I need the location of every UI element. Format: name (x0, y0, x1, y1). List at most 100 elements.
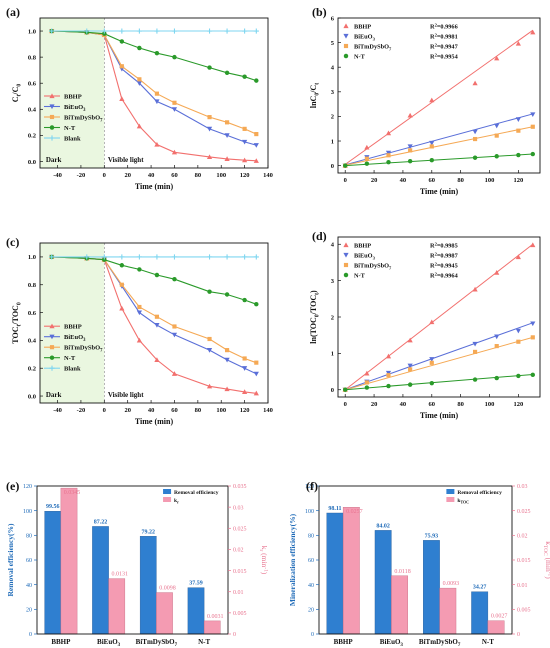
data-point (207, 65, 212, 70)
x-tick-label: 80 (195, 407, 202, 414)
y2-axis-label: kTOC (min-1) (542, 541, 550, 579)
legend-label: Removal efficiency (457, 490, 502, 496)
legend-label: N-T (64, 355, 76, 362)
y-tick-label: 0.0 (28, 159, 36, 166)
text-run: 7 (389, 46, 392, 51)
data-point (408, 148, 413, 153)
data-point (119, 254, 125, 260)
legend-marker (49, 93, 55, 99)
text-run: TOC (542, 545, 548, 556)
x-tick-label: 40 (148, 407, 155, 414)
data-point (242, 139, 248, 145)
legend-label: BiTmDySbO7 (354, 44, 392, 52)
data-point (253, 143, 259, 148)
y-tick-label: 0 (331, 163, 334, 170)
text-run: 3 (373, 255, 376, 260)
data-point (530, 321, 536, 327)
y-tick-label: 0.2 (28, 133, 36, 140)
bar-rate-label: 0.0098 (159, 586, 176, 592)
y-tick-label: 120 (23, 484, 32, 490)
y-tick-label: 100 (23, 509, 32, 515)
bar-rate (60, 487, 78, 635)
x-tick-label: 80 (195, 172, 202, 179)
bar-removal (374, 530, 392, 635)
data-point (494, 154, 499, 159)
legend-r2: R2=0.9945 (430, 261, 458, 269)
chart-panel-0: Dark Visible light -40 -20 0 20 40 60 80 100 120 14… (6, 5, 273, 191)
text-run: r (258, 549, 264, 551)
legend-label: kTOC (457, 498, 469, 505)
data-point (154, 357, 160, 362)
y2-tick-label: 0.025 (233, 526, 247, 532)
data-point (516, 128, 521, 133)
y-tick-label: 60 (308, 558, 314, 564)
text-run: Blank (64, 136, 81, 143)
text-run: ) (309, 290, 318, 293)
data-point (154, 141, 160, 147)
legend-label: BBHP (64, 324, 82, 331)
y-tick-label: 0 (311, 632, 314, 638)
data-point (102, 31, 107, 36)
y-tick-label: 20 (308, 608, 314, 614)
data-point (364, 380, 369, 385)
text-run: 3 (83, 108, 86, 113)
text-run: BiEuO (97, 638, 118, 646)
y-tick-label: 40 (26, 583, 32, 589)
text-run: 2 (435, 241, 438, 246)
text-run: =0.9947 (437, 44, 458, 51)
x-tick-label: 0 (344, 401, 347, 408)
text-run: =0.9987 (437, 253, 458, 260)
legend-label: BBHP (354, 243, 371, 250)
data-point (84, 28, 90, 34)
data-point (207, 289, 212, 294)
y2-tick-label: 0 (233, 632, 236, 638)
y2-tick-label: 0.02 (233, 548, 244, 554)
fit-line (344, 29, 534, 165)
text-run: BiTmDySbO (136, 638, 175, 646)
y2-tick-label: 0.015 (233, 569, 247, 575)
y-tick-label: 0 (331, 387, 334, 394)
bar-removal (139, 536, 157, 635)
category-label: BiEuO3 (380, 638, 404, 648)
x-tick-label: 120 (513, 177, 523, 184)
data-point (101, 254, 107, 260)
bar-removal (471, 591, 489, 635)
data-point (472, 155, 478, 160)
text-run: ) (544, 576, 550, 579)
text-run: 7 (175, 642, 178, 648)
legend-label: Removal efficiency (174, 490, 219, 496)
panel-label: (b) (312, 5, 327, 19)
text-run: 2 (435, 271, 438, 276)
data-point (242, 74, 247, 79)
data-point (515, 328, 521, 334)
dark-label: Dark (46, 391, 62, 399)
text-run: k (457, 498, 461, 504)
text-run: k (174, 498, 178, 504)
bar-rate-label: 0.0131 (111, 572, 128, 578)
chart-panel-5: 98.110.0257BBHP84.020.0118BiEuO375.930.0… (288, 479, 550, 648)
data-point (494, 375, 499, 381)
data-point (530, 335, 535, 340)
y-tick-label: 20 (26, 608, 32, 614)
plot-frame (337, 17, 541, 174)
data-point (386, 383, 391, 389)
x-tick-label: 40 (148, 172, 155, 179)
bar-rate-label: 0.0257 (346, 509, 363, 515)
data-point (494, 344, 499, 349)
legend-marker (49, 345, 55, 350)
text-run: /C (309, 85, 318, 94)
category-label: N-T (482, 638, 494, 646)
text-run: Blank (64, 366, 81, 373)
data-point (530, 29, 536, 35)
x-tick-label: 80 (457, 177, 464, 184)
text-run: ) (260, 572, 269, 575)
text-run: TOC (11, 326, 20, 343)
data-point (84, 254, 90, 260)
text-run: k (260, 546, 269, 550)
category-label: BiTmDySbO7 (419, 638, 461, 648)
y-tick-label: 0.6 (28, 310, 37, 317)
data-point (385, 150, 392, 156)
y-tick-label: 40 (308, 583, 314, 589)
data-point (154, 314, 160, 319)
data-point (119, 39, 125, 44)
